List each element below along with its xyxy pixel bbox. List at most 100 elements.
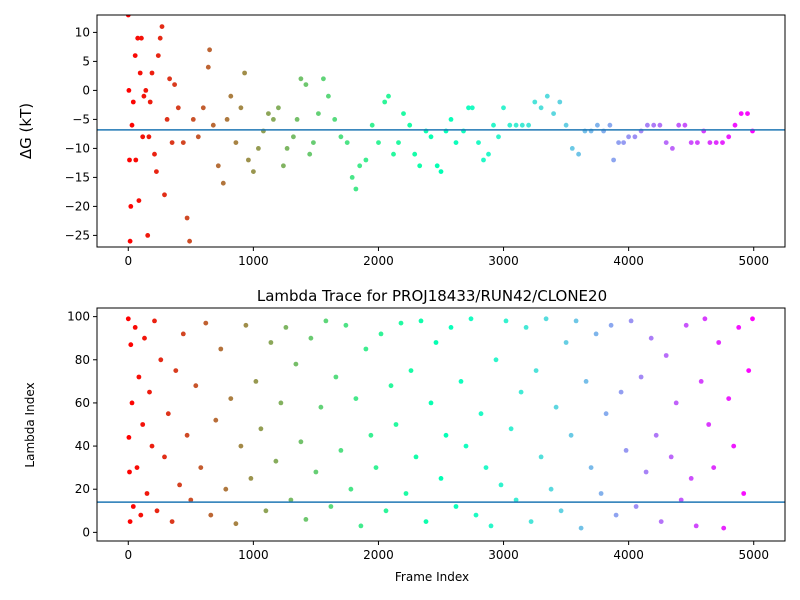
delta-g-point	[149, 70, 155, 76]
lambda-point	[750, 316, 755, 322]
lambda-point	[648, 335, 654, 341]
lambda-point	[598, 491, 604, 496]
lambda-y-tick-label: 0	[82, 525, 90, 539]
delta-g-point	[266, 111, 271, 116]
delta-g-point	[190, 117, 196, 122]
delta-g-point	[180, 140, 186, 146]
delta-g-panel: 0 1000 2000 3000 4000 5000 −25 −20 −15 −10 −5 0 5 10…	[17, 14, 786, 268]
lambda-y-ticks: 0 20 40 60 80 100	[67, 310, 97, 539]
delta-g-y-tick-label: −15	[65, 170, 90, 184]
lambda-point	[134, 465, 140, 470]
lambda-point	[513, 497, 519, 503]
lambda-point	[418, 318, 424, 324]
lambda-points	[125, 316, 755, 531]
delta-g-point	[125, 15, 131, 18]
delta-g-point	[316, 111, 321, 116]
lambda-point	[203, 320, 209, 326]
delta-g-point	[557, 99, 563, 105]
lambda-point	[268, 340, 274, 345]
lambda-point	[448, 325, 454, 330]
lambda-point	[165, 411, 171, 417]
delta-g-axes-frame	[96, 14, 786, 248]
delta-g-point	[434, 163, 440, 169]
lambda-point	[213, 417, 219, 423]
delta-g-point	[136, 198, 142, 204]
delta-g-y-axis-label: ΔG (kT)	[17, 103, 35, 159]
lambda-point	[318, 404, 324, 410]
delta-g-point	[256, 146, 261, 151]
delta-g-point	[401, 111, 406, 116]
delta-g-point	[532, 99, 538, 105]
delta-g-point	[616, 140, 621, 146]
delta-g-point	[651, 122, 657, 128]
lambda-point	[328, 504, 334, 509]
lambda-point	[613, 512, 619, 518]
lambda-point	[518, 389, 524, 395]
delta-g-point	[207, 47, 213, 53]
lambda-x-axis-label: Frame Index	[395, 570, 469, 584]
delta-g-point	[137, 70, 143, 76]
lambda-point	[443, 432, 449, 438]
lambda-point	[413, 454, 419, 460]
lambda-point	[731, 443, 737, 449]
delta-g-point	[621, 140, 626, 146]
lambda-point	[193, 383, 199, 389]
lambda-point	[142, 335, 147, 341]
lambda-point	[308, 335, 314, 341]
lambda-point	[453, 504, 459, 509]
lambda-point	[169, 519, 175, 524]
delta-g-y-tick-label: 0	[82, 83, 90, 97]
lambda-point	[313, 469, 319, 475]
delta-g-point	[501, 105, 506, 111]
lambda-point	[438, 476, 444, 481]
delta-g-point	[187, 238, 193, 244]
lambda-point	[683, 322, 689, 328]
lambda-point	[688, 476, 694, 481]
lambda-point	[711, 465, 717, 470]
delta-g-point	[707, 140, 713, 146]
lambda-point	[403, 491, 409, 496]
delta-g-y-tick-label: 5	[82, 54, 90, 68]
lambda-point	[588, 465, 594, 470]
lambda-point	[726, 396, 732, 401]
delta-g-point	[338, 134, 344, 140]
delta-g-point	[526, 122, 531, 128]
delta-g-point	[569, 146, 575, 151]
lambda-point	[638, 374, 644, 380]
delta-g-point	[126, 88, 132, 93]
lambda-point	[130, 504, 136, 509]
delta-g-point	[688, 140, 694, 146]
lambda-point	[323, 318, 329, 324]
lambda-point	[623, 448, 629, 453]
delta-g-point	[391, 151, 396, 157]
lambda-y-tick-label: 100	[67, 310, 90, 324]
delta-g-point	[507, 122, 513, 128]
lambda-point	[553, 404, 559, 410]
delta-g-point	[396, 140, 401, 146]
delta-g-point	[491, 122, 496, 128]
lambda-point	[353, 396, 359, 401]
lambda-point	[128, 342, 134, 348]
delta-g-point	[476, 140, 481, 146]
delta-g-x-tick-label: 0	[124, 254, 132, 268]
lambda-point	[736, 325, 742, 330]
lambda-y-tick-label: 80	[75, 353, 90, 367]
lambda-x-tick-label: 3000	[488, 548, 519, 562]
lambda-point	[152, 318, 157, 324]
lambda-point	[149, 443, 155, 449]
lambda-chart-title: Lambda Trace for PROJ18433/RUN42/CLONE20	[257, 287, 607, 305]
lambda-point	[583, 379, 589, 384]
lambda-point	[628, 318, 634, 324]
delta-g-point	[127, 157, 132, 163]
delta-g-point	[184, 215, 190, 221]
lambda-point	[147, 389, 152, 395]
lambda-point	[721, 525, 727, 531]
lambda-point	[702, 316, 708, 322]
lambda-point	[138, 512, 144, 518]
lambda-y-tick-label: 40	[75, 439, 90, 453]
delta-g-point	[607, 122, 613, 128]
lambda-point	[573, 318, 579, 324]
lambda-point	[218, 346, 224, 352]
lambda-point	[223, 486, 229, 492]
lambda-point	[603, 411, 609, 417]
